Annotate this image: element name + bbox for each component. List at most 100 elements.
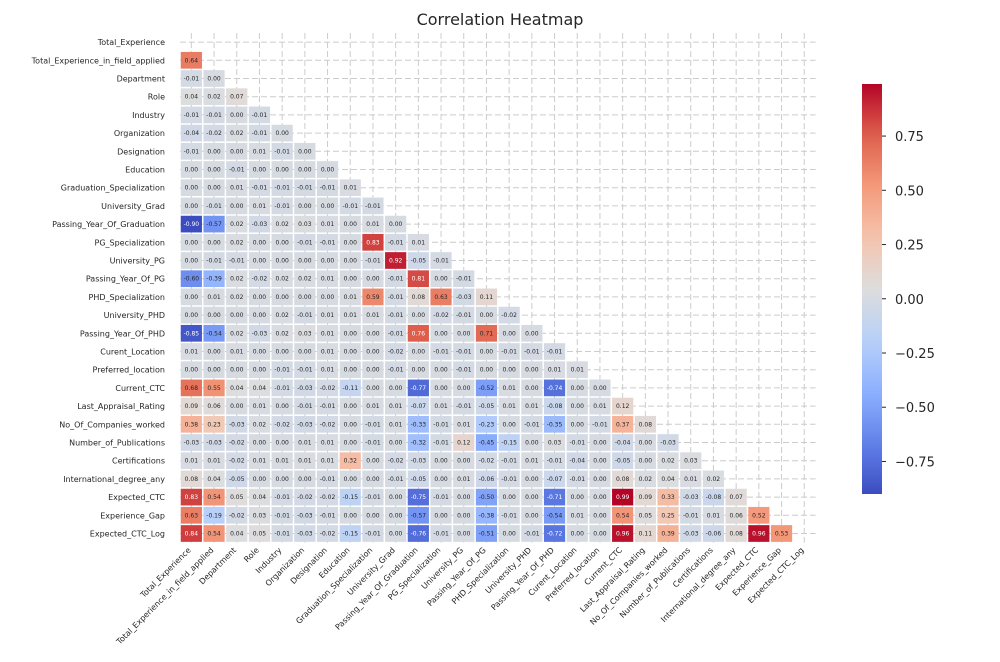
cell-rect [316, 288, 339, 306]
cell-value-label: 0.03 [298, 221, 312, 228]
cell-value-label: 0.00 [344, 367, 358, 374]
heatmap-cell: -0.06 [475, 470, 498, 488]
cell-rect [339, 197, 361, 215]
cell-rect [294, 415, 316, 433]
cell-value-label: 0.00 [185, 239, 199, 246]
cell-rect [475, 361, 498, 379]
cell-value-label: -0.54 [547, 512, 563, 519]
heatmap-cell: 0.71 [475, 324, 498, 342]
cell-rect [385, 324, 407, 342]
cell-rect [589, 379, 611, 397]
cell-rect [612, 525, 634, 542]
heatmap-cell: 0.00 [475, 343, 498, 360]
cell-rect [475, 343, 498, 360]
cell-value-label: -0.01 [365, 421, 381, 428]
heatmap-cell: 0.55 [203, 379, 225, 397]
heatmap-cell: 0.01 [316, 215, 339, 233]
cell-rect [203, 233, 225, 251]
heatmap-cell: 0.02 [702, 470, 725, 488]
cell-rect [203, 324, 225, 342]
cell-rect [180, 379, 202, 397]
cell-rect [385, 379, 407, 397]
cell-rect [612, 488, 634, 506]
heatmap-cell: -0.02 [385, 343, 407, 360]
cell-rect [680, 470, 702, 488]
cell-rect [362, 488, 384, 506]
cell-value-label: 0.01 [298, 440, 312, 447]
heatmap-cell: 0.00 [271, 233, 293, 251]
heatmap-cell: -0.02 [385, 452, 407, 470]
heatmap-cell: 0.01 [248, 397, 271, 415]
heatmap-cell: -0.01 [316, 506, 339, 524]
heatmap-cell: -0.01 [543, 452, 566, 470]
heatmap-cell: 0.00 [521, 361, 543, 379]
colorbar-tick-label: 0.25 [895, 239, 924, 254]
cell-value-label: 0.00 [321, 203, 335, 210]
heatmap-cell: -0.02 [203, 124, 225, 142]
heatmap-cell: 0.00 [203, 142, 225, 160]
cell-value-label: 0.00 [434, 476, 448, 483]
cell-value-label: -0.01 [342, 203, 358, 210]
heatmap-cell: 0.00 [203, 361, 225, 379]
cell-value-label: 0.00 [253, 239, 267, 246]
cell-value-label: 0.01 [321, 330, 335, 337]
cell-value-label: 0.01 [434, 403, 448, 410]
cell-rect [589, 434, 611, 451]
cell-value-label: 0.00 [525, 494, 539, 501]
cell-rect [385, 488, 407, 506]
cell-rect [589, 506, 611, 524]
heatmap-cell: 0.07 [226, 88, 248, 106]
cell-value-label: 0.01 [321, 367, 335, 374]
cell-rect [180, 506, 202, 524]
cell-value-label: -0.01 [388, 330, 404, 337]
heatmap-cell: 0.01 [339, 306, 361, 324]
heatmap-cell: 0.01 [271, 452, 293, 470]
cell-rect [362, 397, 384, 415]
cell-rect [385, 434, 407, 451]
cell-value-label: 0.00 [230, 403, 244, 410]
cell-rect [362, 215, 384, 233]
cell-value-label: -0.02 [274, 421, 290, 428]
cell-value-label: 0.01 [230, 349, 244, 356]
cell-value-label: -0.01 [388, 476, 404, 483]
cell-value-label: 0.00 [275, 258, 289, 265]
y-tick-label: Last_Appraisal_Rating [77, 402, 165, 411]
cell-rect [498, 324, 520, 342]
y-tick-label: Current_CTC [115, 384, 165, 393]
cell-value-label: -0.01 [433, 421, 449, 428]
cell-value-label: -0.03 [252, 330, 268, 337]
heatmap-cell: 0.03 [543, 434, 566, 451]
cell-value-label: 0.00 [207, 312, 221, 319]
heatmap-cell: -0.01 [385, 361, 407, 379]
cell-value-label: 0.00 [185, 367, 199, 374]
cell-value-label: -0.06 [479, 476, 495, 483]
cell-value-label: -0.01 [456, 312, 472, 319]
cell-rect [248, 324, 271, 342]
cell-rect [453, 488, 475, 506]
cell-value-label: -0.03 [660, 440, 676, 447]
cell-rect [362, 306, 384, 324]
y-tick-label: Organization [114, 129, 165, 138]
chart-title: Correlation Heatmap [417, 10, 584, 29]
heatmap-cell: 0.00 [180, 161, 202, 178]
cell-value-label: -0.01 [388, 367, 404, 374]
cell-rect [180, 124, 202, 142]
heatmap-cell: 0.00 [521, 470, 543, 488]
heatmap-cell: 0.02 [271, 324, 293, 342]
cell-rect [316, 343, 339, 360]
cell-value-label: 0.00 [207, 239, 221, 246]
cell-rect [339, 488, 361, 506]
cell-value-label: 0.54 [207, 494, 221, 501]
cell-rect [180, 397, 202, 415]
cell-value-label: 0.01 [344, 294, 358, 301]
heatmap-cell: 0.00 [634, 434, 656, 451]
heatmap-cell: 0.52 [748, 506, 770, 524]
cell-rect [339, 306, 361, 324]
cell-value-label: 0.06 [207, 403, 221, 410]
cell-value-label: -0.57 [206, 221, 222, 228]
heatmap-cell: 0.00 [339, 233, 361, 251]
y-tick-label: Preferred_location [93, 366, 165, 375]
cell-rect [498, 415, 520, 433]
cell-value-label: -0.01 [320, 185, 336, 192]
heatmap-cell: 0.01 [180, 452, 202, 470]
